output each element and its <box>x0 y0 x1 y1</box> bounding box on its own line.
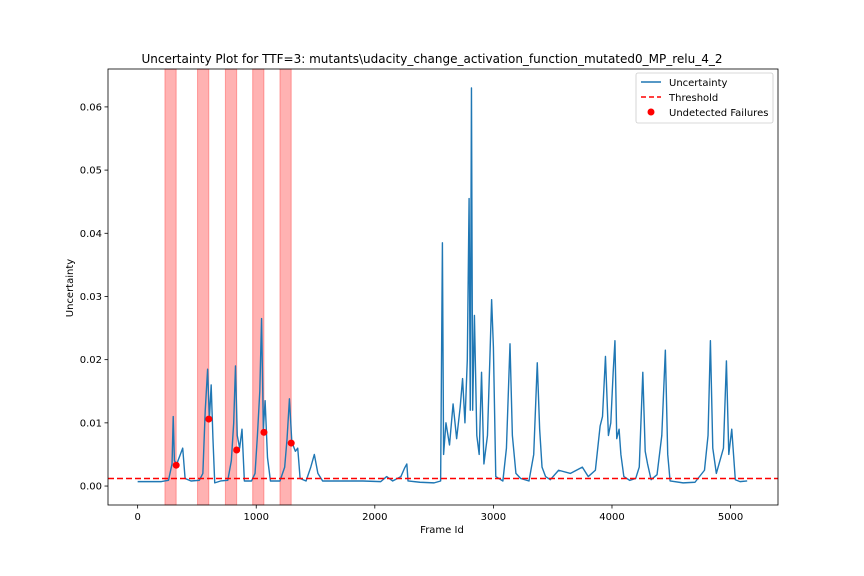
y-tick-label: 0.02 <box>80 355 102 366</box>
undetected-failure-point-2 <box>205 415 213 423</box>
failure-region-2 <box>197 68 210 506</box>
undetected-failure-point-5 <box>287 439 295 447</box>
failure-regions <box>164 68 292 506</box>
undetected-failures-series <box>172 415 295 469</box>
y-tick-label: 0.03 <box>80 292 102 303</box>
y-axis-ticks: 0.00 0.01 0.02 0.03 0.04 0.05 0.06 <box>80 102 108 493</box>
x-tick-label: 4000 <box>599 512 624 523</box>
y-tick-label: 0.01 <box>80 418 102 429</box>
y-tick-label: 0.06 <box>80 102 102 113</box>
legend-uncertainty-label: Uncertainty <box>669 78 728 89</box>
legend-undetected-failures-marker <box>647 108 655 116</box>
failure-region-5 <box>279 68 292 506</box>
plot-frame <box>107 68 779 506</box>
y-axis-label: Uncertainty <box>65 259 76 318</box>
legend-undetected-failures-label: Undetected Failures <box>669 108 768 119</box>
failure-region-4 <box>252 68 265 506</box>
uncertainty-line <box>137 87 748 484</box>
legend: Uncertainty Threshold Undetected Failure… <box>635 72 774 124</box>
x-tick-label: 3000 <box>481 512 506 523</box>
undetected-failure-point-4 <box>260 428 268 436</box>
x-tick-label: 2000 <box>362 512 387 523</box>
undetected-failure-point-3 <box>233 446 241 454</box>
x-tick-label: 5000 <box>718 512 743 523</box>
y-tick-label: 0.04 <box>80 229 102 240</box>
failure-region-3 <box>224 68 238 506</box>
x-axis-ticks: 0 1000 2000 3000 4000 5000 <box>134 505 743 523</box>
legend-threshold-label: Threshold <box>668 93 718 104</box>
x-tick-label: 0 <box>134 512 140 523</box>
undetected-failure-point-1 <box>172 461 180 469</box>
chart-title: Uncertainty Plot for TTF=3: mutants\udac… <box>142 52 723 66</box>
legend-box <box>635 72 774 124</box>
x-axis-label: Frame Id <box>420 525 464 536</box>
uncertainty-series <box>137 87 748 484</box>
y-tick-label: 0.00 <box>80 482 102 493</box>
x-tick-label: 1000 <box>244 512 269 523</box>
y-tick-label: 0.05 <box>80 166 102 177</box>
